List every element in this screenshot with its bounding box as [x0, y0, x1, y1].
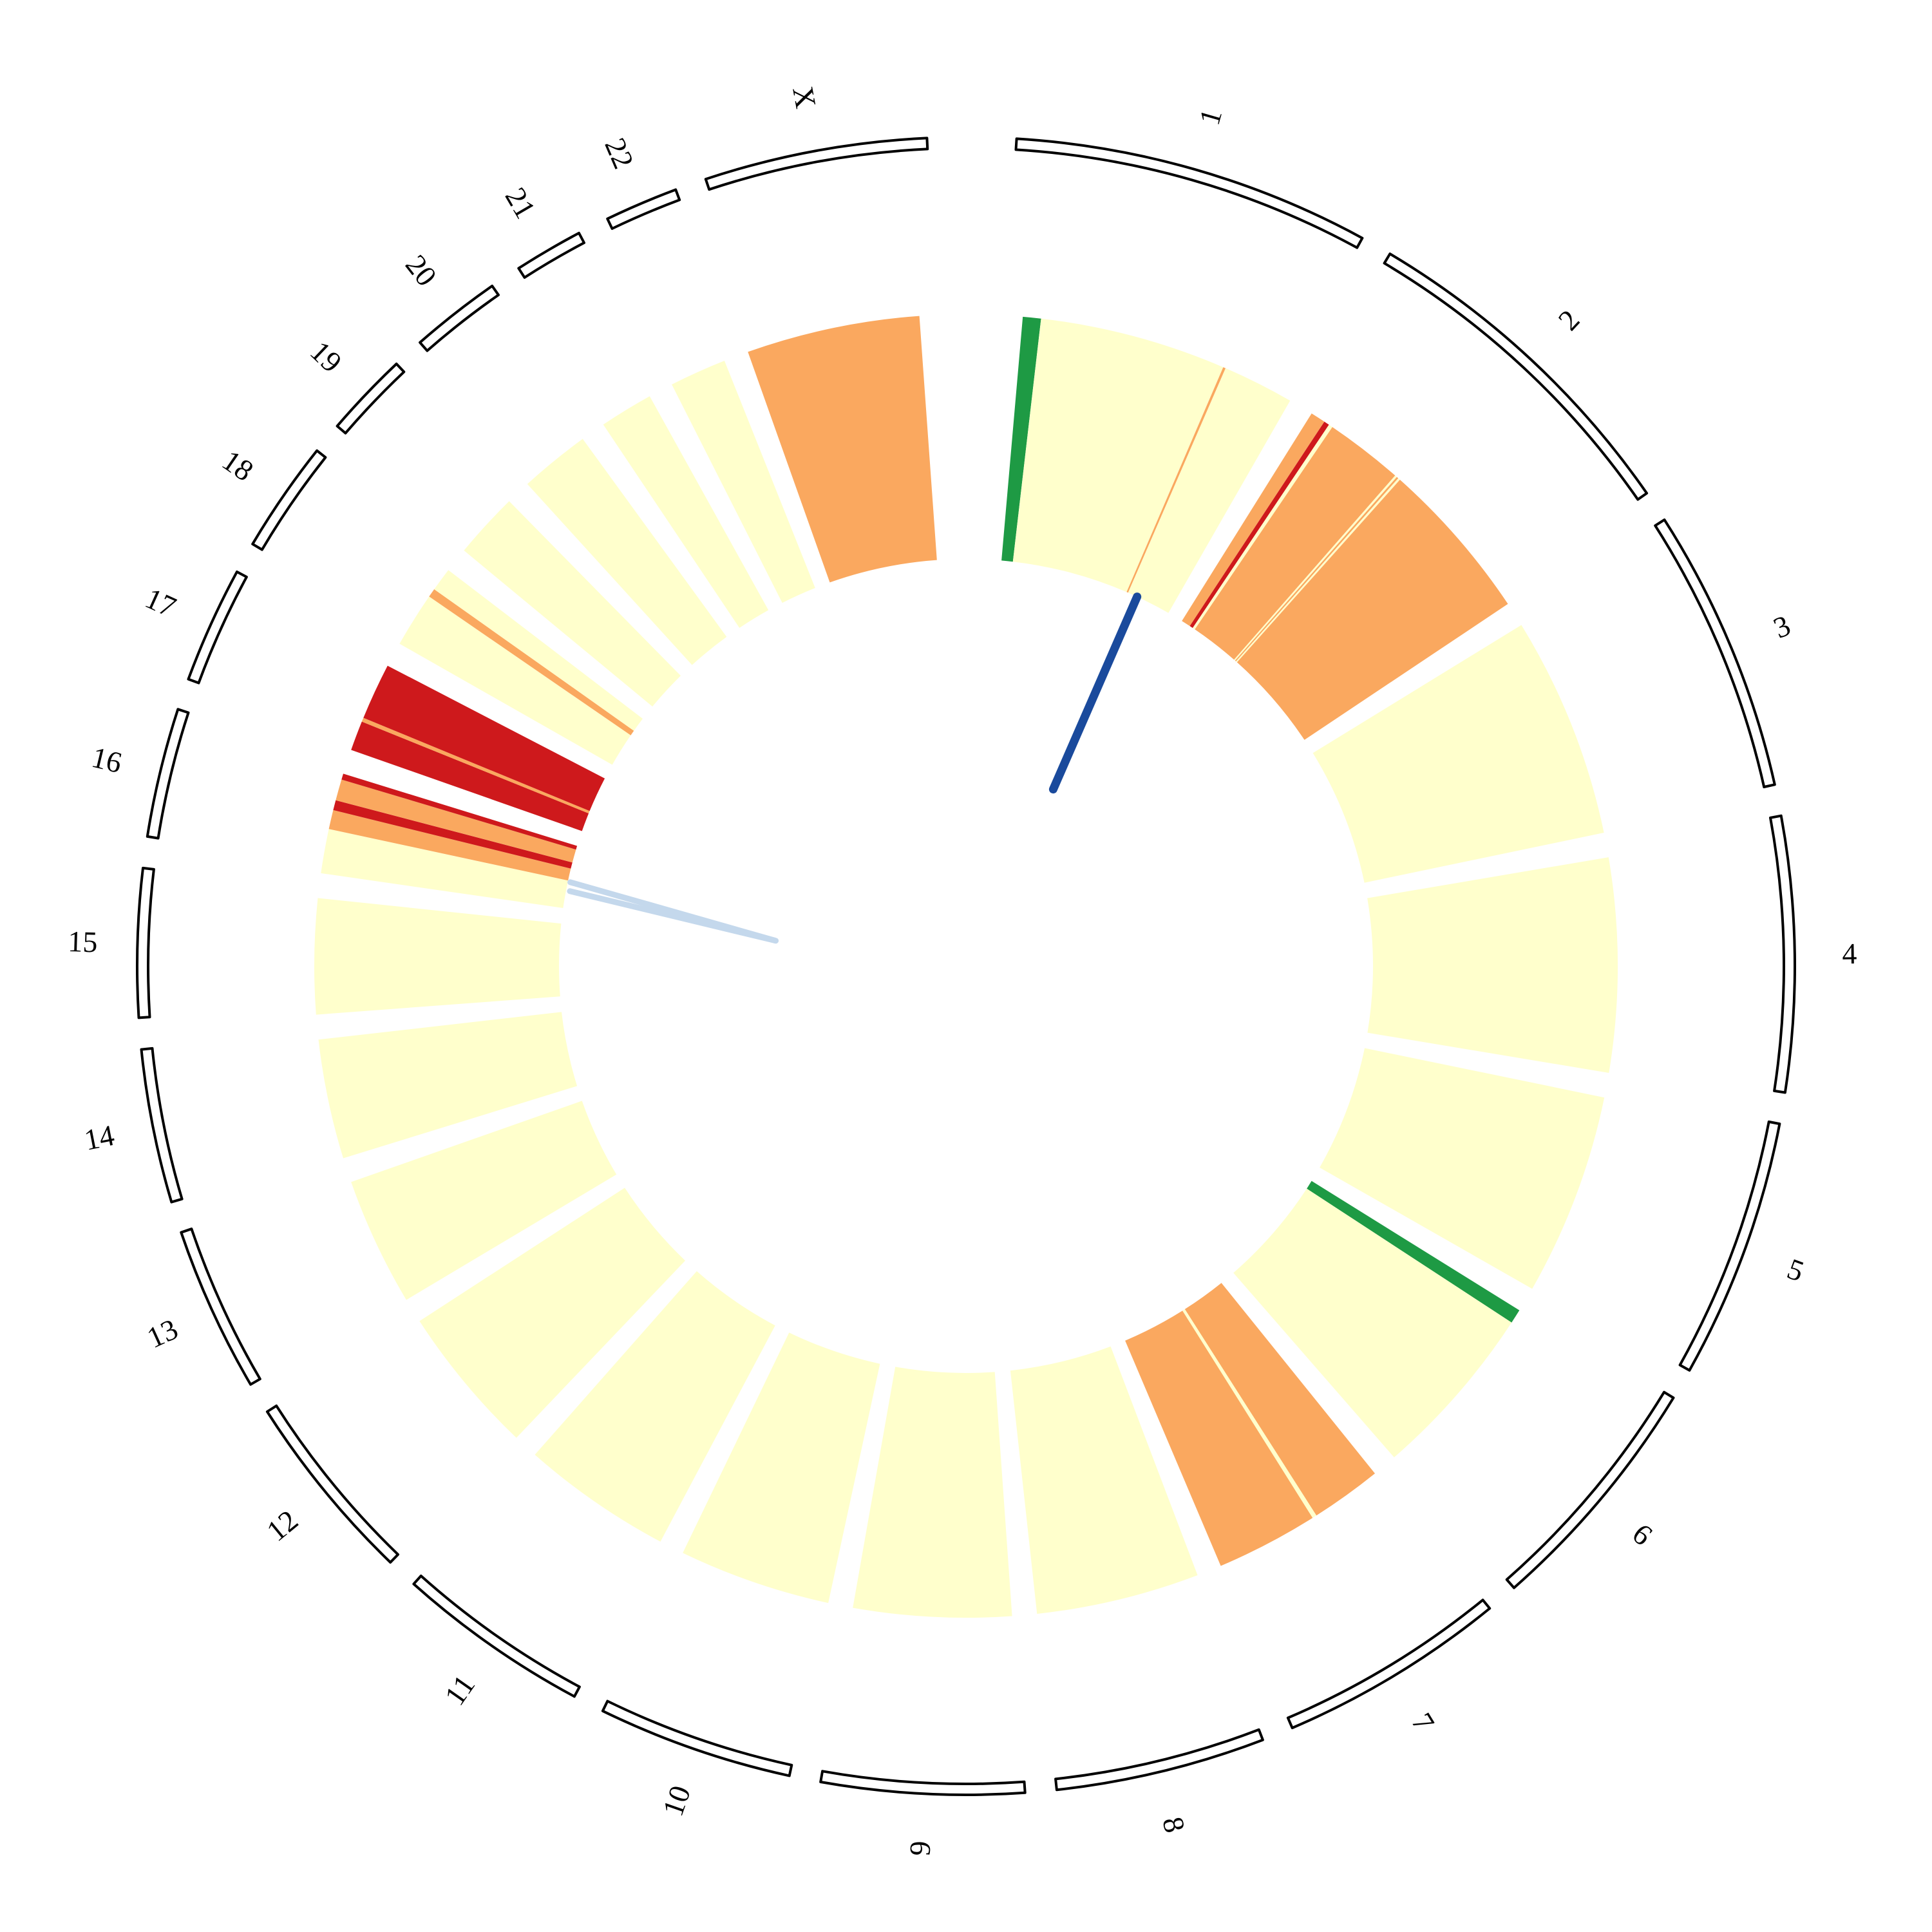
chromosome-label-6: 6 [1626, 1517, 1658, 1552]
chromosome-label-17: 17 [140, 582, 181, 623]
ring-segment-chr9-yellow [853, 1367, 1012, 1618]
chromosome-label-12: 12 [260, 1504, 304, 1548]
ring-segment-chr17-red [351, 721, 589, 831]
ring-segment-chr20-yellow [527, 439, 727, 665]
chromosome-label-13: 13 [142, 1312, 183, 1354]
ring-segment-chr4-yellow [1367, 857, 1618, 1073]
ring-segment-chr16-red [341, 773, 578, 850]
ideogram-arc-chr12 [265, 1404, 399, 1564]
ring-segment-chr3-yellow [1312, 625, 1604, 883]
ring-segment-chr21-yellow [603, 396, 769, 628]
ring-segment-chr19-yellow [464, 501, 681, 707]
ring-segment-chrX-orange [748, 316, 937, 583]
ring-segment-chr1-green [1001, 316, 1041, 562]
ideogram-arc-chr16 [146, 708, 190, 840]
ring-segment-chr1-orange [1126, 367, 1226, 593]
chromosome-label-9: 9 [903, 1840, 936, 1857]
chromosome-label-7: 7 [1405, 1707, 1441, 1737]
ideogram-arc-chr14 [140, 1046, 184, 1204]
ring-segment-chr7-orange [1184, 1283, 1375, 1516]
ring-segment-chr2-orange [1235, 477, 1399, 661]
chromosome-label-10: 10 [656, 1781, 697, 1820]
ring-segment-chr1-yellow [1128, 368, 1291, 613]
ideogram-arc-chr7 [1286, 1598, 1492, 1730]
chromosome-label-15: 15 [68, 925, 98, 958]
ring-segment-chr18-yellow [434, 570, 643, 731]
ideogram-arc-chr2 [1383, 252, 1649, 501]
ideogram-arc-chr4 [1769, 814, 1796, 1094]
ideogram-arc-chr10 [601, 1700, 793, 1777]
ring-segment-chr5-yellow [1320, 1048, 1605, 1289]
chromosome-label-22: 22 [598, 133, 640, 173]
ring-segment-chr2-red [1189, 421, 1329, 629]
ring-segment-chr2-orange [1236, 479, 1508, 740]
ring-segment-chr2-yellow [1193, 424, 1332, 630]
ring-segment-chr6-yellow [1233, 1188, 1512, 1457]
ring-segment-chr7-orange [1125, 1311, 1313, 1566]
ring-segment-chr10-yellow [683, 1332, 880, 1604]
chromosome-label-14: 14 [82, 1119, 117, 1157]
chromosome-label-2: 2 [1552, 303, 1586, 337]
link-lightblue-chr16-2 [567, 888, 778, 943]
ideogram-track [136, 137, 1796, 1796]
ideogram-arc-chr9 [819, 1770, 1027, 1796]
ring-segment-chr1-yellow [1012, 318, 1224, 592]
links-track [567, 592, 1142, 944]
ideogram-arc-chrX [704, 137, 929, 191]
ring-segment-chr14-yellow [318, 1012, 578, 1159]
ideogram-arc-chr17 [187, 570, 248, 685]
ring-segment-chr12-yellow [419, 1188, 685, 1438]
ideogram-arc-chr18 [251, 449, 327, 551]
ring-segment-chr7-yellow [1182, 1309, 1317, 1518]
ideogram-arc-chr20 [419, 285, 500, 352]
ring-segment-chr2-yellow [1234, 475, 1397, 661]
chromosome-label-19: 19 [304, 335, 348, 379]
ideogram-arc-chr3 [1654, 518, 1776, 788]
chromosome-label-16: 16 [89, 741, 126, 779]
ring-segment-chr17-orange [361, 717, 590, 813]
ring-segment-chr17-red [363, 665, 605, 811]
ring-segment-chr2-orange [1195, 427, 1396, 660]
ideogram-arc-chr15 [136, 866, 155, 1019]
chromosome-label-3: 3 [1768, 609, 1795, 645]
chromosome-label-21: 21 [499, 182, 542, 223]
chromosome-label-18: 18 [216, 444, 260, 488]
ideogram-arc-chr6 [1505, 1390, 1675, 1589]
ring-segment-chr6-green [1307, 1180, 1520, 1323]
ring-segment-chr11-yellow [535, 1271, 775, 1542]
ideogram-arc-chr1 [1014, 137, 1364, 249]
ring-segment-chr2-orange [1182, 413, 1325, 627]
ring-segment-chr18-yellow [399, 596, 631, 765]
ring-segment-chr13-yellow [351, 1101, 617, 1300]
ideogram-arc-chr21 [517, 231, 585, 279]
ring-segment-chr18-orange [429, 589, 634, 735]
ring-segment-chr16-red [333, 800, 573, 869]
chromosome-label-20: 20 [399, 249, 444, 292]
chromosome-label-11: 11 [438, 1669, 481, 1712]
chromosome-label-5: 5 [1783, 1252, 1808, 1288]
ring-segment-chr22-yellow [672, 361, 815, 603]
ring-segment-chr8-yellow [1010, 1346, 1198, 1614]
chromosome-label-4: 4 [1842, 937, 1857, 970]
ring-segment-chr16-orange [336, 779, 576, 863]
ideogram-arc-chr19 [336, 363, 406, 435]
chromosome-label-X: X [786, 84, 822, 111]
ring-track [314, 316, 1618, 1618]
link-navy-chr1-0 [1048, 592, 1142, 794]
ring-segment-chr16-orange [328, 810, 571, 881]
ideogram-arc-chr22 [606, 188, 681, 230]
ring-segment-chr2-yellow [1236, 478, 1400, 663]
ideogram-arc-chr5 [1678, 1120, 1781, 1372]
ring-segment-chr15-yellow [314, 898, 562, 1015]
ideogram-arc-chr13 [180, 1227, 261, 1386]
ring-segment-chr16-yellow [321, 829, 569, 908]
chromosome-label-1: 1 [1193, 105, 1228, 128]
ideogram-arc-chr11 [412, 1575, 581, 1698]
ideogram-arc-chr8 [1054, 1728, 1264, 1792]
chromosome-label-8: 8 [1156, 1814, 1191, 1835]
